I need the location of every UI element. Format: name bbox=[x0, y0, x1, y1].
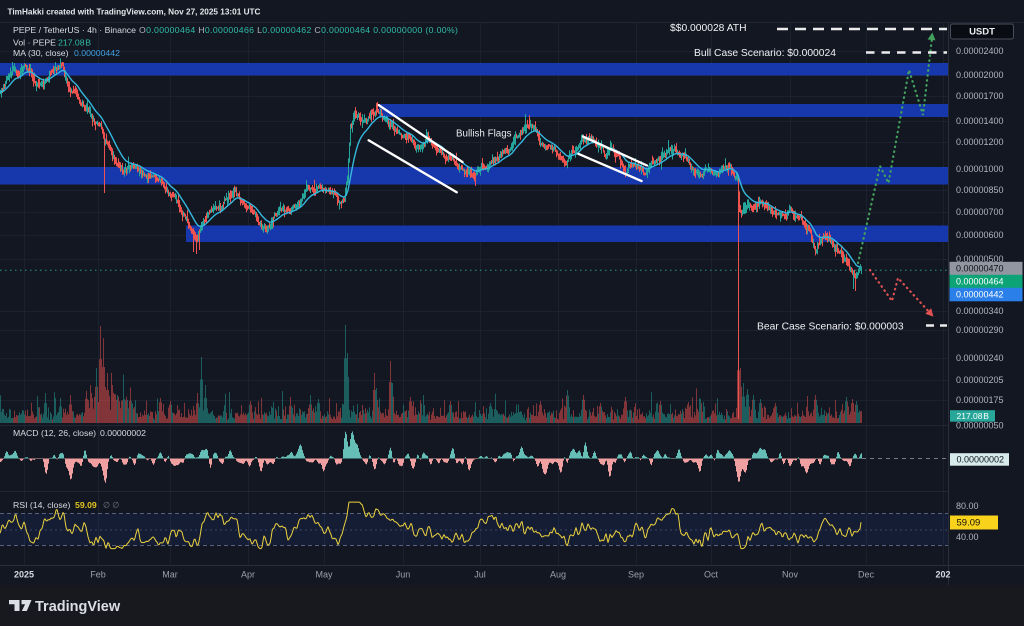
svg-text:0.00000442: 0.00000442 bbox=[956, 290, 1004, 300]
svg-text:0.00000500: 0.00000500 bbox=[956, 254, 1004, 264]
svg-text:Feb: Feb bbox=[90, 570, 106, 580]
svg-text:May: May bbox=[315, 570, 333, 580]
svg-text:0.00000700: 0.00000700 bbox=[956, 207, 1004, 217]
svg-text:0.00000600: 0.00000600 bbox=[956, 230, 1004, 240]
svg-text:2025: 2025 bbox=[14, 570, 34, 580]
svg-text:0.00000850: 0.00000850 bbox=[956, 185, 1004, 195]
svg-text:$$0.000028 ATH: $$0.000028 ATH bbox=[670, 23, 747, 34]
svg-text:0.00000470: 0.00000470 bbox=[956, 264, 1004, 274]
svg-text:0.00001700: 0.00001700 bbox=[956, 91, 1004, 101]
svg-text:0.00000290: 0.00000290 bbox=[956, 325, 1004, 335]
svg-text:0.00000050: 0.00000050 bbox=[956, 421, 1004, 431]
svg-text:0.00000340: 0.00000340 bbox=[956, 306, 1004, 316]
svg-text:217.08 B: 217.08 B bbox=[957, 411, 990, 421]
svg-text:PEPE / TetherUS · 4h · Binance: PEPE / TetherUS · 4h · Binance bbox=[13, 25, 136, 35]
svg-text:∅ ∅: ∅ ∅ bbox=[103, 501, 119, 510]
svg-text:Bullish Flags: Bullish Flags bbox=[456, 129, 512, 140]
svg-text:0.00000175: 0.00000175 bbox=[956, 395, 1004, 405]
svg-text:MACD (12, 26, close): MACD (12, 26, close) bbox=[13, 428, 96, 438]
svg-text:Bear Case Scenario: $0.000003: Bear Case Scenario: $0.000003 bbox=[757, 322, 904, 333]
svg-text:0.00000442: 0.00000442 bbox=[74, 48, 120, 58]
svg-text:0.00000205: 0.00000205 bbox=[956, 375, 1004, 385]
svg-text:O0.00000464 H0.00000466 L0.000: O0.00000464 H0.00000466 L0.00000462 C0.0… bbox=[139, 25, 458, 35]
svg-text:Dec: Dec bbox=[858, 570, 875, 580]
svg-text:0.00000002: 0.00000002 bbox=[957, 455, 1005, 465]
svg-text:80.00: 80.00 bbox=[956, 501, 979, 511]
svg-text:TimHakki created with TradingV: TimHakki created with TradingView.com, N… bbox=[8, 7, 261, 17]
svg-text:0.00000464: 0.00000464 bbox=[956, 277, 1004, 287]
svg-text:0.00000002: 0.00000002 bbox=[100, 428, 146, 438]
svg-text:0.00001000: 0.00001000 bbox=[956, 164, 1004, 174]
svg-text:RSI (14, close): RSI (14, close) bbox=[13, 500, 71, 510]
svg-text:Sep: Sep bbox=[628, 570, 644, 580]
svg-text:0.00001200: 0.00001200 bbox=[956, 137, 1004, 147]
svg-text:0.00002000: 0.00002000 bbox=[956, 70, 1004, 80]
svg-text:Aug: Aug bbox=[550, 570, 566, 580]
svg-text:Jul: Jul bbox=[474, 570, 486, 580]
svg-text:MA (30, close): MA (30, close) bbox=[13, 48, 69, 58]
svg-text:59.09: 59.09 bbox=[75, 500, 97, 510]
svg-text:59.09: 59.09 bbox=[957, 518, 981, 529]
svg-text:Mar: Mar bbox=[162, 570, 178, 580]
svg-text:Vol · PEPE: Vol · PEPE bbox=[13, 38, 56, 48]
svg-text:Jun: Jun bbox=[396, 570, 411, 580]
svg-text:0.00002400: 0.00002400 bbox=[956, 46, 1004, 56]
svg-text:202: 202 bbox=[935, 570, 950, 580]
svg-text:0.00000240: 0.00000240 bbox=[956, 353, 1004, 363]
svg-text:217.08 B: 217.08 B bbox=[58, 38, 91, 48]
svg-text:0.00001400: 0.00001400 bbox=[956, 116, 1004, 126]
svg-text:Apr: Apr bbox=[241, 570, 255, 580]
svg-text:TradingView: TradingView bbox=[35, 599, 121, 615]
svg-text:Nov: Nov bbox=[782, 570, 799, 580]
svg-text:USDT: USDT bbox=[969, 27, 995, 38]
svg-text:Bull Case Scenario: $0.000024: Bull Case Scenario: $0.000024 bbox=[694, 48, 836, 59]
svg-text:40.00: 40.00 bbox=[956, 532, 979, 542]
svg-text:Oct: Oct bbox=[704, 570, 719, 580]
